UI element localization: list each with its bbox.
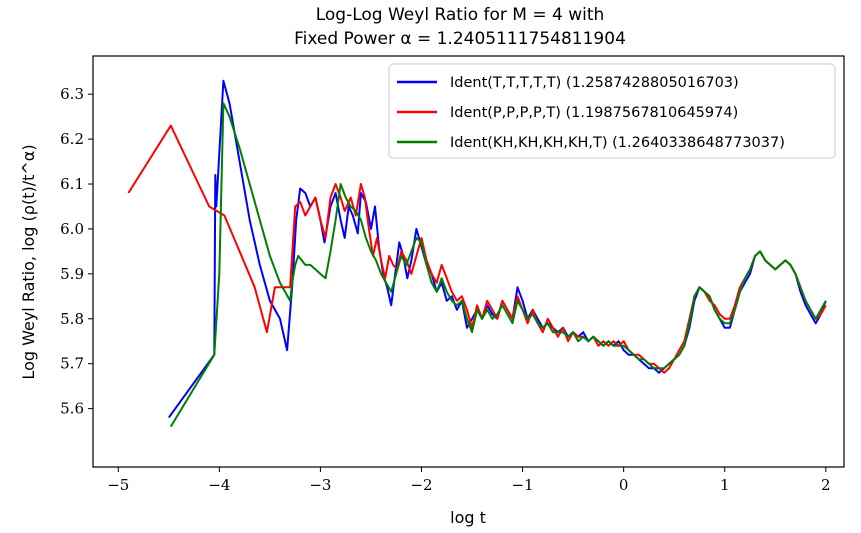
- series-blue-line: [167, 79, 827, 419]
- x-tick-label: 0: [619, 476, 629, 494]
- x-axis-label: log t: [450, 508, 486, 527]
- legend-box: [388, 63, 836, 159]
- legend-label-1: Ident(T,T,T,T,T) (1.2587428805016703): [450, 75, 739, 91]
- legend: Ident(T,T,T,T,T) (1.2587428805016703) Id…: [388, 63, 836, 159]
- chart-title-line-1: Log-Log Weyl Ratio for M = 4 with: [316, 5, 605, 25]
- y-tick-label: 6.1: [60, 175, 84, 193]
- series-green-line: [169, 102, 827, 428]
- y-tick-label: 5.6: [60, 400, 84, 418]
- x-tick-label: −5: [107, 476, 129, 494]
- x-tick-label: −4: [208, 476, 230, 494]
- x-tick-label: −3: [309, 476, 331, 494]
- ticks-layer: −5 −4 −3 −2 −1 0 1 2 5.6 5.7 5.8 5.9 6.0 6.1 6.2 6.3: [60, 85, 830, 494]
- x-tick-label: 2: [821, 476, 831, 494]
- x-tick-label: 1: [720, 476, 730, 494]
- y-axis-label: Log Weyl Ratio, log (ρ(t)/t^α): [19, 144, 38, 379]
- series-red-line: [127, 124, 827, 374]
- legend-label-3: Ident(KH,KH,KH,KH,T) (1.2640338648773037…: [450, 135, 785, 151]
- y-tick-label: 5.7: [60, 355, 84, 373]
- plot-frame: [92, 55, 845, 468]
- legend-label-2: Ident(P,P,P,P,T) (1.1987567810645974): [450, 105, 738, 121]
- x-tick-label: −1: [512, 476, 534, 494]
- y-tick-label: 5.8: [60, 310, 84, 328]
- x-tick-label: −2: [410, 476, 432, 494]
- y-tick-label: 6.0: [60, 220, 84, 238]
- series-layer: [127, 79, 827, 428]
- y-tick-label: 6.3: [60, 85, 84, 103]
- y-tick-label: 5.9: [60, 265, 84, 283]
- y-tick-label: 6.2: [60, 130, 84, 148]
- chart-title-line-2: Fixed Power α = 1.2405111754811904: [294, 29, 626, 49]
